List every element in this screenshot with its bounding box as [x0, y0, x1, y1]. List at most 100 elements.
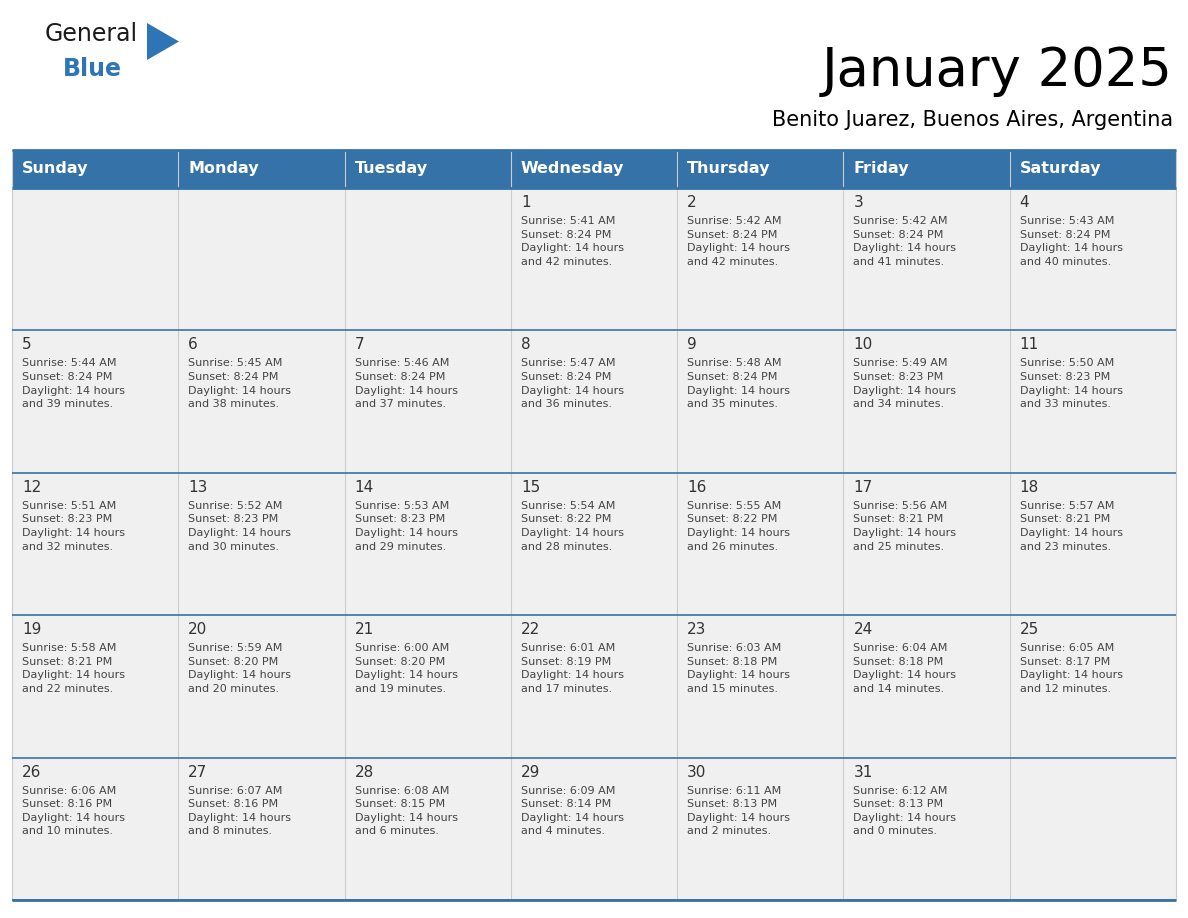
Bar: [677, 615, 843, 757]
Bar: [178, 757, 345, 900]
Text: Sunrise: 6:01 AM
Sunset: 8:19 PM
Daylight: 14 hours
and 17 minutes.: Sunrise: 6:01 AM Sunset: 8:19 PM Dayligh…: [520, 644, 624, 694]
Bar: [178, 473, 345, 615]
Text: Sunrise: 6:11 AM
Sunset: 8:13 PM
Daylight: 14 hours
and 2 minutes.: Sunrise: 6:11 AM Sunset: 8:13 PM Dayligh…: [687, 786, 790, 836]
Text: 24: 24: [853, 622, 873, 637]
Bar: [345, 473, 511, 615]
Text: 5: 5: [23, 338, 32, 353]
Text: 17: 17: [853, 480, 873, 495]
Text: 22: 22: [520, 622, 541, 637]
Text: Sunrise: 5:50 AM
Sunset: 8:23 PM
Daylight: 14 hours
and 33 minutes.: Sunrise: 5:50 AM Sunset: 8:23 PM Dayligh…: [1019, 358, 1123, 409]
Bar: [178, 330, 345, 473]
Text: 29: 29: [520, 765, 541, 779]
Text: 28: 28: [354, 765, 374, 779]
Text: 20: 20: [188, 622, 208, 637]
Text: 11: 11: [1019, 338, 1040, 353]
Bar: [843, 330, 1010, 473]
Text: Sunrise: 5:59 AM
Sunset: 8:20 PM
Daylight: 14 hours
and 20 minutes.: Sunrise: 5:59 AM Sunset: 8:20 PM Dayligh…: [188, 644, 291, 694]
Text: 3: 3: [853, 195, 864, 210]
Text: Sunrise: 5:54 AM
Sunset: 8:22 PM
Daylight: 14 hours
and 28 minutes.: Sunrise: 5:54 AM Sunset: 8:22 PM Dayligh…: [520, 501, 624, 552]
Bar: [1010, 188, 1176, 330]
Bar: [677, 150, 843, 188]
Bar: [12, 615, 178, 757]
Bar: [843, 615, 1010, 757]
Bar: [178, 150, 345, 188]
Text: 15: 15: [520, 480, 541, 495]
Text: Sunrise: 5:58 AM
Sunset: 8:21 PM
Daylight: 14 hours
and 22 minutes.: Sunrise: 5:58 AM Sunset: 8:21 PM Dayligh…: [23, 644, 125, 694]
Bar: [345, 615, 511, 757]
Text: 25: 25: [1019, 622, 1040, 637]
Text: 30: 30: [687, 765, 707, 779]
Text: Saturday: Saturday: [1019, 162, 1101, 176]
Text: Sunrise: 5:53 AM
Sunset: 8:23 PM
Daylight: 14 hours
and 29 minutes.: Sunrise: 5:53 AM Sunset: 8:23 PM Dayligh…: [354, 501, 457, 552]
Bar: [12, 150, 178, 188]
Text: Monday: Monday: [188, 162, 259, 176]
Text: 13: 13: [188, 480, 208, 495]
Bar: [843, 188, 1010, 330]
Bar: [677, 188, 843, 330]
Text: Sunrise: 5:52 AM
Sunset: 8:23 PM
Daylight: 14 hours
and 30 minutes.: Sunrise: 5:52 AM Sunset: 8:23 PM Dayligh…: [188, 501, 291, 552]
Text: Sunrise: 6:08 AM
Sunset: 8:15 PM
Daylight: 14 hours
and 6 minutes.: Sunrise: 6:08 AM Sunset: 8:15 PM Dayligh…: [354, 786, 457, 836]
Text: 4: 4: [1019, 195, 1029, 210]
Bar: [511, 150, 677, 188]
Bar: [1010, 330, 1176, 473]
Bar: [12, 473, 178, 615]
Text: 10: 10: [853, 338, 873, 353]
Bar: [843, 757, 1010, 900]
Bar: [511, 330, 677, 473]
Text: Sunrise: 6:06 AM
Sunset: 8:16 PM
Daylight: 14 hours
and 10 minutes.: Sunrise: 6:06 AM Sunset: 8:16 PM Dayligh…: [23, 786, 125, 836]
Bar: [1010, 473, 1176, 615]
Text: Sunrise: 6:12 AM
Sunset: 8:13 PM
Daylight: 14 hours
and 0 minutes.: Sunrise: 6:12 AM Sunset: 8:13 PM Dayligh…: [853, 786, 956, 836]
Text: Sunrise: 5:51 AM
Sunset: 8:23 PM
Daylight: 14 hours
and 32 minutes.: Sunrise: 5:51 AM Sunset: 8:23 PM Dayligh…: [23, 501, 125, 552]
Text: Sunrise: 5:42 AM
Sunset: 8:24 PM
Daylight: 14 hours
and 41 minutes.: Sunrise: 5:42 AM Sunset: 8:24 PM Dayligh…: [853, 216, 956, 267]
Bar: [12, 757, 178, 900]
Bar: [345, 330, 511, 473]
Bar: [178, 615, 345, 757]
Bar: [345, 188, 511, 330]
Bar: [677, 473, 843, 615]
Text: Sunrise: 5:47 AM
Sunset: 8:24 PM
Daylight: 14 hours
and 36 minutes.: Sunrise: 5:47 AM Sunset: 8:24 PM Dayligh…: [520, 358, 624, 409]
Bar: [511, 473, 677, 615]
Text: 1: 1: [520, 195, 531, 210]
Bar: [178, 188, 345, 330]
Text: Sunrise: 5:49 AM
Sunset: 8:23 PM
Daylight: 14 hours
and 34 minutes.: Sunrise: 5:49 AM Sunset: 8:23 PM Dayligh…: [853, 358, 956, 409]
Text: 23: 23: [687, 622, 707, 637]
Text: Sunrise: 5:55 AM
Sunset: 8:22 PM
Daylight: 14 hours
and 26 minutes.: Sunrise: 5:55 AM Sunset: 8:22 PM Dayligh…: [687, 501, 790, 552]
Text: 2: 2: [687, 195, 697, 210]
Bar: [511, 188, 677, 330]
Text: 27: 27: [188, 765, 208, 779]
Text: Blue: Blue: [63, 57, 122, 81]
Text: Sunrise: 6:09 AM
Sunset: 8:14 PM
Daylight: 14 hours
and 4 minutes.: Sunrise: 6:09 AM Sunset: 8:14 PM Dayligh…: [520, 786, 624, 836]
Text: January 2025: January 2025: [822, 45, 1173, 97]
Text: 9: 9: [687, 338, 697, 353]
Text: General: General: [45, 22, 138, 46]
Text: 7: 7: [354, 338, 365, 353]
Bar: [677, 330, 843, 473]
Text: Sunrise: 5:57 AM
Sunset: 8:21 PM
Daylight: 14 hours
and 23 minutes.: Sunrise: 5:57 AM Sunset: 8:21 PM Dayligh…: [1019, 501, 1123, 552]
Text: Wednesday: Wednesday: [520, 162, 624, 176]
Text: Sunrise: 5:56 AM
Sunset: 8:21 PM
Daylight: 14 hours
and 25 minutes.: Sunrise: 5:56 AM Sunset: 8:21 PM Dayligh…: [853, 501, 956, 552]
Text: 12: 12: [23, 480, 42, 495]
Bar: [511, 757, 677, 900]
Text: 14: 14: [354, 480, 374, 495]
Text: Sunrise: 6:05 AM
Sunset: 8:17 PM
Daylight: 14 hours
and 12 minutes.: Sunrise: 6:05 AM Sunset: 8:17 PM Dayligh…: [1019, 644, 1123, 694]
Bar: [1010, 150, 1176, 188]
Text: 8: 8: [520, 338, 531, 353]
Text: 26: 26: [23, 765, 42, 779]
Text: 18: 18: [1019, 480, 1040, 495]
Bar: [511, 615, 677, 757]
Text: 6: 6: [188, 338, 198, 353]
Bar: [345, 757, 511, 900]
Text: Friday: Friday: [853, 162, 909, 176]
Bar: [843, 473, 1010, 615]
Text: Sunrise: 6:03 AM
Sunset: 8:18 PM
Daylight: 14 hours
and 15 minutes.: Sunrise: 6:03 AM Sunset: 8:18 PM Dayligh…: [687, 644, 790, 694]
Bar: [1010, 615, 1176, 757]
Bar: [843, 150, 1010, 188]
Polygon shape: [147, 23, 179, 60]
Text: Sunday: Sunday: [21, 162, 88, 176]
Text: 16: 16: [687, 480, 707, 495]
Text: Sunrise: 6:07 AM
Sunset: 8:16 PM
Daylight: 14 hours
and 8 minutes.: Sunrise: 6:07 AM Sunset: 8:16 PM Dayligh…: [188, 786, 291, 836]
Text: Sunrise: 6:04 AM
Sunset: 8:18 PM
Daylight: 14 hours
and 14 minutes.: Sunrise: 6:04 AM Sunset: 8:18 PM Dayligh…: [853, 644, 956, 694]
Text: 21: 21: [354, 622, 374, 637]
Bar: [12, 188, 178, 330]
Text: 31: 31: [853, 765, 873, 779]
